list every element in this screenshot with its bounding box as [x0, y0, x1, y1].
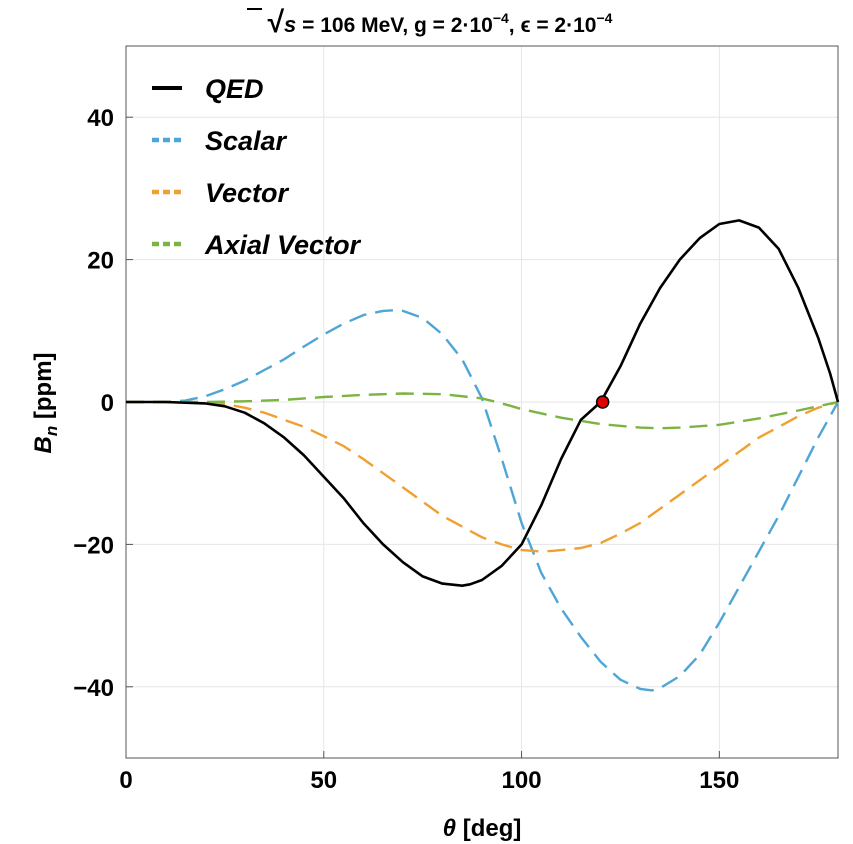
y-axis-unit: [ppm]	[30, 352, 57, 425]
y-tick-label-1: −20	[73, 532, 114, 559]
x-tick-label-3: 150	[699, 767, 739, 794]
series-line-scalar	[126, 309, 840, 692]
x-axis-symbol: θ	[443, 815, 456, 842]
highlight-point-0	[595, 395, 610, 409]
legend-label-axial-vector: Axial Vector	[204, 230, 362, 260]
chart-title: √s = 106 MeV, g = 2·10−4, ϵ = 2·10−4	[268, 6, 613, 39]
title-sqrt-arg: s	[284, 12, 296, 37]
x-tick-label-1: 50	[310, 767, 337, 794]
title-g-exponent: −4	[493, 10, 509, 26]
title-eps-exponent: −4	[596, 10, 612, 26]
legend-label-vector: Vector	[205, 178, 290, 208]
legend-label-qed: QED	[205, 74, 264, 104]
x-tick-label-0: 0	[119, 767, 132, 794]
marker-layer	[595, 395, 610, 409]
legend-label-scalar: Scalar	[205, 126, 288, 156]
title-epsilon: , ϵ = 2·10	[509, 14, 597, 37]
y-tick-label-3: 20	[87, 248, 114, 275]
y-tick-label-2: 0	[101, 390, 114, 417]
y-tick-label-0: −40	[73, 675, 114, 702]
y-tick-label-4: 40	[87, 105, 114, 132]
series-line-axial-vector	[126, 392, 839, 430]
legend: QED Scalar Vector Axial Vector	[152, 74, 362, 260]
x-axis-unit: [deg]	[456, 815, 521, 842]
y-axis-subscript: n	[42, 426, 61, 436]
title-sqrt-symbol: √	[268, 6, 285, 39]
y-axis-label: Bn [ppm]	[30, 352, 61, 453]
y-axis-symbol: B	[30, 436, 57, 453]
x-tick-labels: 0 50 100 150	[119, 767, 739, 794]
x-tick-label-2: 100	[502, 767, 542, 794]
series-line-qed	[126, 219, 840, 588]
axis-ticks	[125, 116, 720, 758]
title-energy: = 106 MeV, g = 2·10	[296, 14, 493, 37]
x-axis-label: θ [deg]	[443, 815, 522, 842]
series-line-vector	[126, 400, 839, 553]
series-layer	[126, 219, 840, 692]
y-tick-labels: −40 −20 0 20 40	[73, 105, 114, 702]
